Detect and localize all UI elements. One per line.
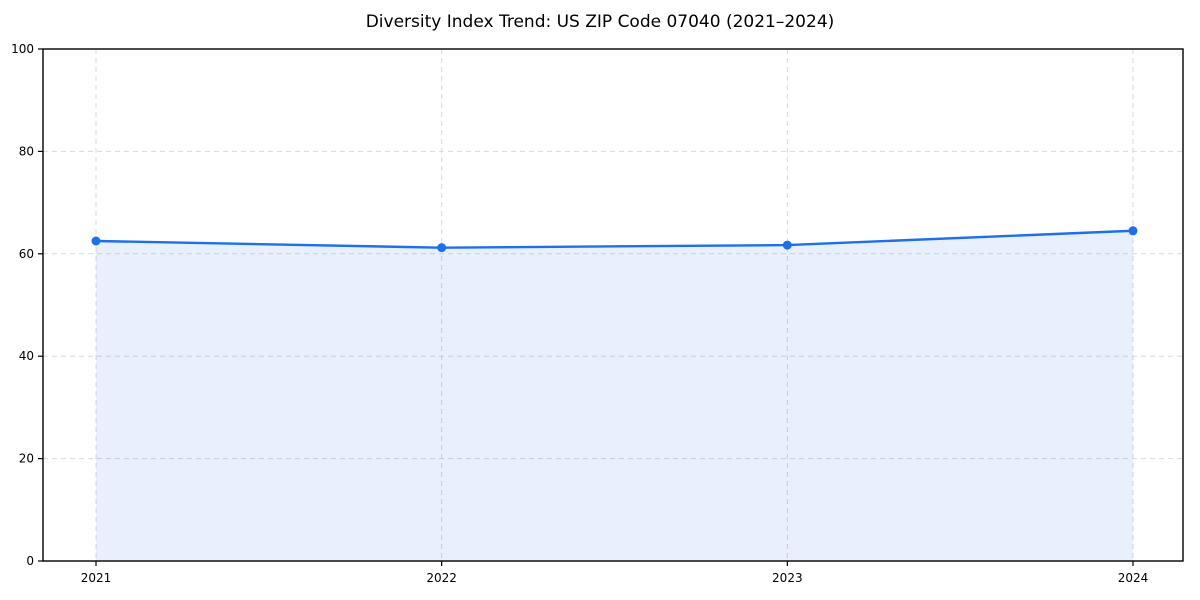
chart-title: Diversity Index Trend: US ZIP Code 07040… [365,12,835,32]
x-tick-label: 2021 [81,571,112,585]
data-point-marker [782,240,792,250]
y-tick-label: 0 [26,554,34,568]
area-fill [96,230,1133,561]
data-point-marker [437,243,447,253]
y-tick-label: 20 [19,452,34,466]
y-tick-label: 100 [11,42,34,56]
y-tick-label: 60 [19,247,34,261]
plot-border [42,48,1184,562]
y-tick-label: 40 [19,349,34,363]
data-point-marker [91,236,101,246]
x-tick-label: 2024 [1118,571,1149,585]
trend-line [94,229,1135,249]
y-tick-label: 80 [19,144,34,158]
x-tick-label: 2023 [772,571,803,585]
data-point-marker [1128,226,1138,236]
x-tick-label: 2022 [426,571,457,585]
